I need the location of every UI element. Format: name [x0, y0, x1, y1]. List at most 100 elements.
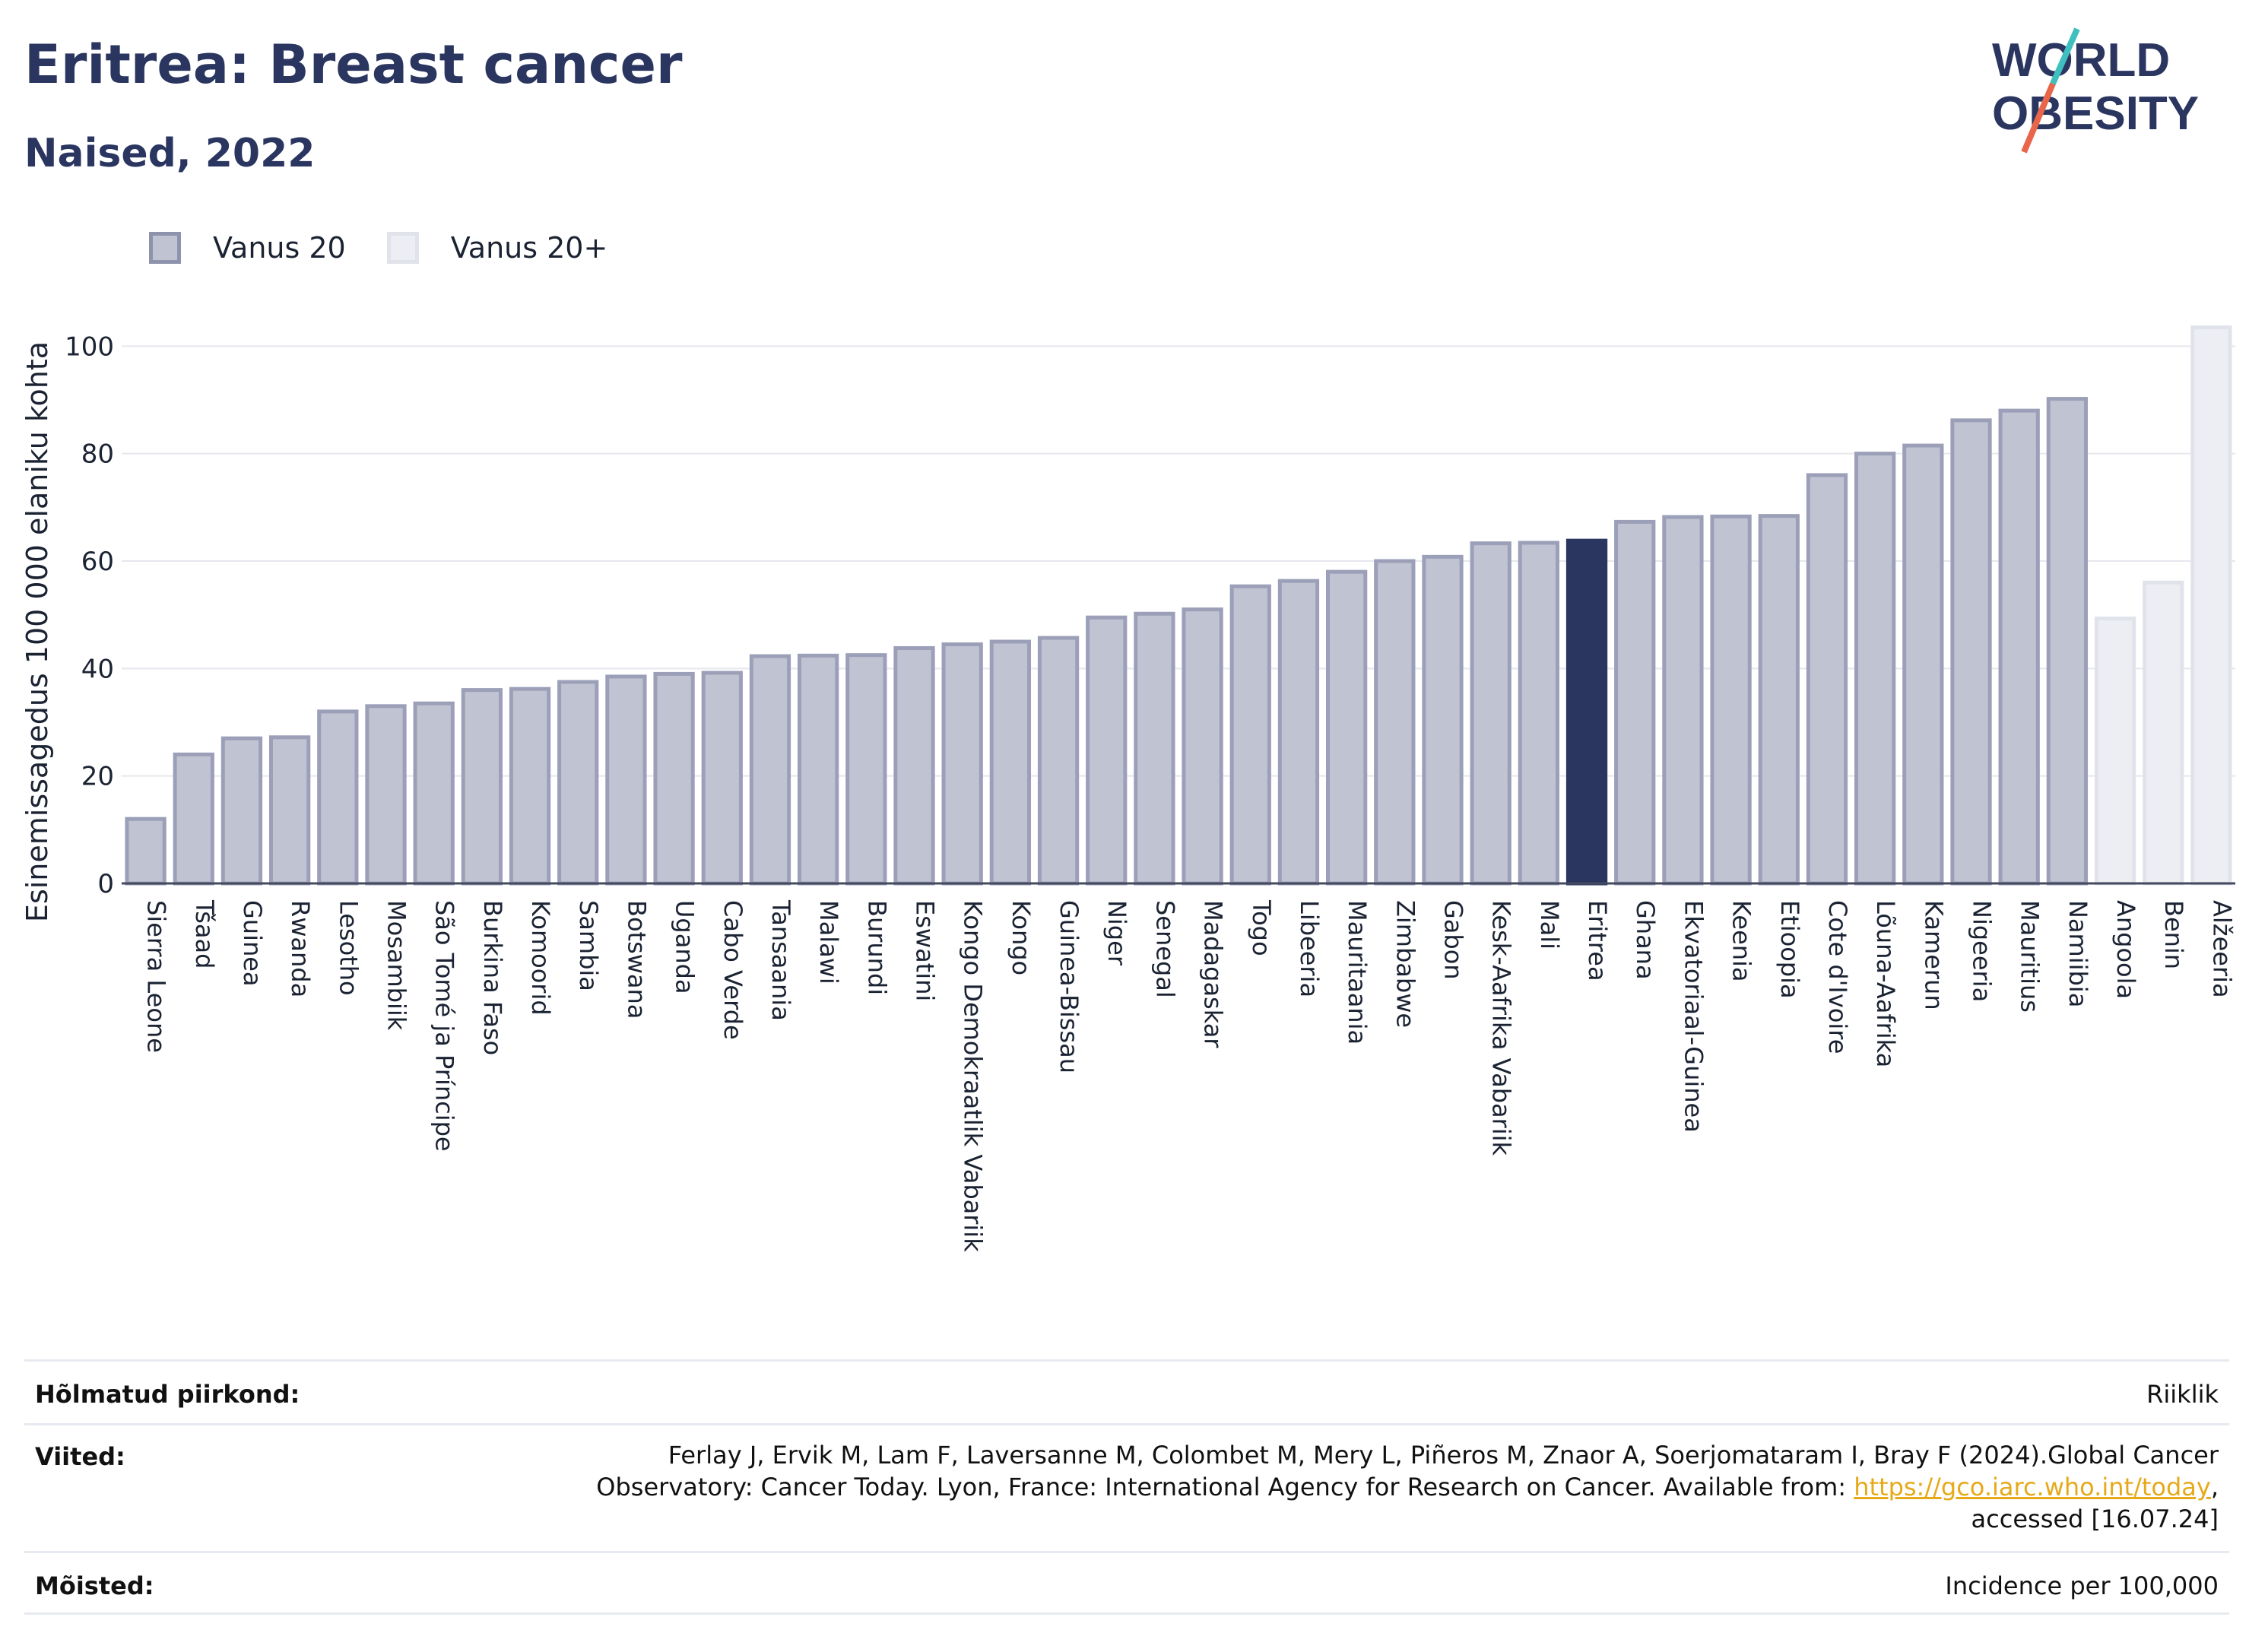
x-tick-label: Gabon: [1439, 900, 1468, 980]
x-tick-label: Cote d'Ivoire: [1823, 900, 1852, 1054]
y-axis-ticks: 0 20 40 60 80 100: [65, 331, 114, 899]
y-axis-label: Esinemissagedus 100 000 elaniku kohta: [21, 341, 54, 922]
legend-label-vanus-20: Vanus 20: [213, 231, 346, 265]
bar-ghana[interactable]: [1614, 519, 1656, 886]
x-tick-label: Mosambiik: [382, 900, 411, 1031]
references-link[interactable]: https://gco.iarc.who.int/today: [1854, 1473, 2211, 1501]
bar-ekvatoriaal-guinea[interactable]: [1662, 515, 1704, 886]
x-tick-label: Sambia: [574, 900, 603, 991]
bar-botswana[interactable]: [605, 674, 647, 886]
bar-mauritius[interactable]: [1998, 408, 2040, 886]
y-tick-label: 60: [81, 547, 114, 577]
bar-mauritaania[interactable]: [1325, 569, 1368, 886]
legend-swatch-vanus-20-plus: [386, 232, 419, 264]
bar-kongo-demokraatlik-vabariik[interactable]: [941, 642, 983, 886]
bar-eswatini[interactable]: [893, 645, 935, 886]
x-tick-label: Togo: [1247, 899, 1276, 956]
references-line-2-end: ,: [2210, 1473, 2219, 1501]
bar-madagaskar[interactable]: [1182, 607, 1223, 886]
bar-mali[interactable]: [1518, 541, 1560, 886]
x-tick-label: Komoorid: [526, 900, 555, 1016]
bar-malawi[interactable]: [797, 653, 839, 886]
x-tick-label: Mauritius: [2016, 900, 2044, 1013]
bar-benin[interactable]: [2143, 580, 2184, 886]
references-line-1: Ferlay J, Ervik M, Lam F, Laversanne M, …: [668, 1441, 2219, 1470]
bar-uganda[interactable]: [653, 671, 695, 886]
references-line-2-text: Observatory: Cancer Today. Lyon, France:…: [596, 1473, 1854, 1501]
bar-l-una-aafrika[interactable]: [1854, 452, 1896, 886]
bar-guinea-bissau[interactable]: [1037, 636, 1080, 886]
bar-komoorid[interactable]: [509, 686, 551, 886]
bar-al-eeria[interactable]: [2190, 325, 2232, 886]
logo-text-line1: WORLD: [1992, 34, 2170, 87]
chart-title: Eritrea: Breast cancer: [24, 33, 683, 96]
x-tick-label: Malawi: [814, 900, 843, 985]
bar-guinea[interactable]: [220, 736, 263, 886]
x-tick-label: Kamerun: [1919, 900, 1948, 1010]
bar-rwanda[interactable]: [268, 735, 311, 886]
legend-item-vanus-20-plus[interactable]: Vanus 20+: [386, 231, 608, 265]
x-tick-label: Libeeria: [1295, 900, 1324, 997]
x-tick-label: Madagaskar: [1199, 900, 1228, 1048]
bar-sambia[interactable]: [557, 680, 599, 886]
bar-t-aad[interactable]: [173, 752, 214, 886]
x-tick-label: Guinea: [238, 900, 267, 987]
legend-label-vanus-20-plus: Vanus 20+: [450, 231, 608, 265]
bar-mosambiik[interactable]: [365, 704, 407, 886]
x-tick-label: Ekvatoriaal-Guinea: [1679, 900, 1708, 1133]
bar-kesk-aafrika-vabariik[interactable]: [1470, 541, 1511, 886]
bar-gabon[interactable]: [1422, 554, 1464, 886]
x-tick-label: Mauritaania: [1343, 900, 1372, 1045]
x-tick-label: Burkina Faso: [478, 900, 507, 1055]
info-label-references: Viited:: [35, 1442, 125, 1471]
bar-zimbabwe[interactable]: [1374, 559, 1416, 886]
logo-slash-teal: [2050, 27, 2080, 85]
x-tick-label: Kongo Demokraatlik Vabariik: [959, 900, 988, 1252]
info-value-definitions: Incidence per 100,000: [1945, 1571, 2219, 1600]
bar-togo[interactable]: [1229, 584, 1271, 886]
x-tick-label: Alžeeria: [2207, 900, 2236, 998]
bar-cote-d-ivoire[interactable]: [1806, 473, 1848, 886]
x-tick-label: Kesk-Aafrika Vabariik: [1487, 900, 1516, 1156]
x-tick-label: Cabo Verde: [718, 900, 747, 1040]
y-tick-label: 0: [97, 869, 114, 899]
info-row-region: Hõlmatud piirkond: Riiklik: [24, 1359, 2229, 1423]
info-label-region: Hõlmatud piirkond:: [35, 1380, 300, 1409]
bar-eritrea[interactable]: [1565, 538, 1608, 886]
bar-cabo-verde[interactable]: [701, 671, 743, 886]
x-tick-label: São Tomé ja Príncipe: [430, 900, 459, 1152]
bar-lesotho[interactable]: [317, 709, 359, 886]
x-tick-label: Burundi: [862, 900, 891, 995]
x-tick-label: Kongo: [1007, 900, 1036, 975]
bar-s-o-tom-ja-pr-ncipe[interactable]: [413, 701, 455, 886]
bar-angoola[interactable]: [2094, 617, 2136, 886]
logo-text-line2: OBESITY: [1992, 87, 2199, 140]
info-row-definitions: Mõisted: Incidence per 100,000: [24, 1551, 2229, 1615]
bar-niger[interactable]: [1086, 615, 1128, 886]
info-label-definitions: Mõisted:: [35, 1571, 154, 1600]
bar-keenia[interactable]: [1710, 514, 1752, 886]
x-tick-label: Tansaania: [766, 899, 795, 1021]
x-axis-labels: Sierra Leone Tšaad Guinea Rwanda Lesotho Mosa…: [142, 899, 2237, 1252]
bar-kamerun[interactable]: [1902, 443, 1944, 886]
chart-legend: Vanus 20 Vanus 20+: [149, 225, 649, 271]
bar-libeeria[interactable]: [1277, 579, 1320, 886]
chart-bars: [125, 325, 2232, 886]
x-tick-label: Nigeeria: [1968, 900, 1997, 1002]
y-tick-label: 80: [81, 439, 114, 470]
x-tick-label: Senegal: [1150, 900, 1179, 998]
bar-etioopia[interactable]: [1758, 514, 1800, 886]
bar-burkina-faso[interactable]: [461, 688, 503, 886]
bar-burundi[interactable]: [845, 653, 887, 886]
bar-tansaania[interactable]: [749, 654, 791, 886]
bar-namiibia[interactable]: [2046, 397, 2089, 886]
x-tick-label: Botswana: [622, 900, 651, 1019]
bar-senegal[interactable]: [1134, 611, 1175, 886]
bar-nigeeria[interactable]: [1950, 418, 1992, 886]
legend-item-vanus-20[interactable]: Vanus 20: [149, 231, 346, 265]
bar-sierra-leone[interactable]: [125, 816, 167, 886]
x-tick-label: Niger: [1102, 900, 1131, 966]
bar-kongo[interactable]: [989, 639, 1032, 886]
y-tick-label: 20: [81, 762, 114, 792]
x-tick-label: Namiibia: [2063, 900, 2092, 1007]
